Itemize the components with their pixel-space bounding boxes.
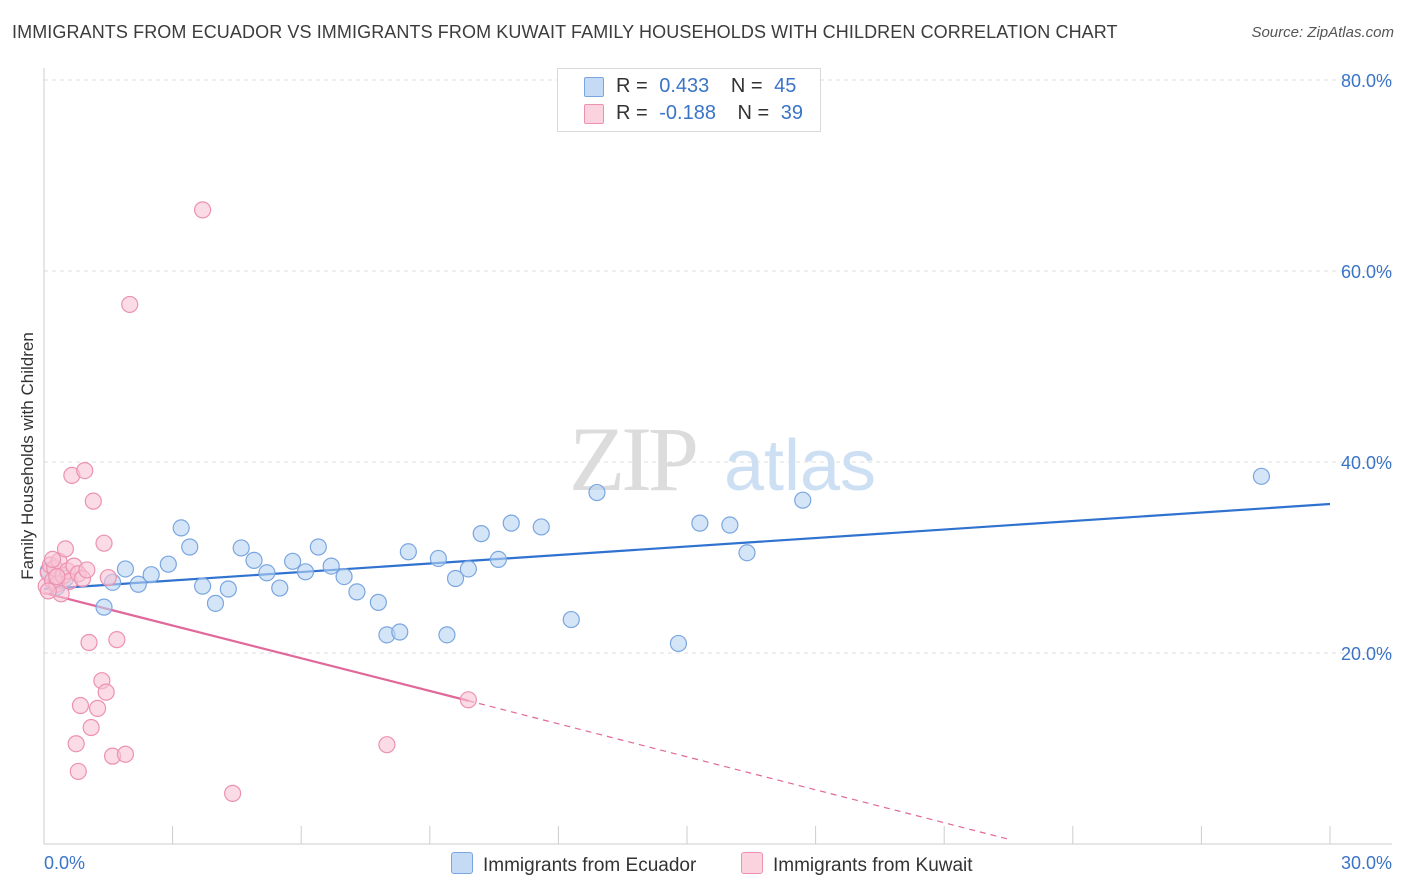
ecuador-point [129,575,147,593]
ecuador-point [721,516,739,534]
ecuador-point [562,610,580,629]
ecuador-point [391,623,409,641]
ecuador-point [181,538,199,556]
n-label: N = [730,75,763,97]
r-label: R = [616,75,648,97]
n-value-kuwait: 39 [780,102,804,124]
kuwait-point [108,631,126,649]
ecuador-point [459,560,477,578]
legend-item-kuwait[interactable]: Immigrants from Kuwait [741,852,973,877]
kuwait-point [56,540,75,558]
kuwait-trend-line [43,591,469,702]
legend-label-ecuador: Immigrants from Ecuador [483,855,697,876]
ecuador-point [95,598,113,616]
ecuador-point [438,626,456,644]
kuwait-point [95,534,113,552]
n-label: N = [737,102,770,124]
r-value-ecuador: 0.433 [659,75,710,97]
kuwait-point [378,736,396,754]
ecuador-point [472,525,490,543]
ecuador-point [258,564,276,582]
ecuador-point [194,577,212,595]
kuwait-point [76,461,94,480]
ecuador-point [245,551,263,569]
x-tick-label: 30.0% [1341,853,1392,873]
ecuador-point [335,567,353,586]
kuwait-point [88,699,107,717]
ecuador-point [271,579,289,597]
ecuador-point [446,569,465,588]
axes [43,68,1392,845]
kuwait-point [82,718,100,737]
chart-title: IMMIGRANTS FROM ECUADOR VS IMMIGRANTS FR… [12,22,1118,42]
kuwait-point [67,735,85,753]
ecuador-point [532,518,550,536]
legend-swatch-ecuador [451,852,473,874]
legend-swatch-kuwait [741,852,763,874]
kuwait-point [78,561,96,579]
tick-labels: 20.0% 40.0% 60.0% 80.0% 0.0% 30.0% [44,71,1392,873]
ecuador-point [284,552,302,570]
ecuador-point [794,491,812,509]
legend-item-ecuador[interactable]: Immigrants from Ecuador [451,852,696,877]
kuwait-point [48,567,66,586]
ecuador-point [691,514,709,532]
stats-box: R = 0.433 N = 45 R = -0.188 N = 39 [557,68,821,132]
trend-lines [43,502,1331,840]
ecuador-point [429,549,447,568]
ecuador-point [116,560,135,578]
ecuador-point [369,593,387,611]
ecuador-point [296,563,315,581]
kuwait-point [459,691,477,709]
y-tick-label: 20.0% [1341,644,1392,664]
source-label: Source: ZipAtlas.com [1251,24,1394,41]
kuwait-point [116,745,135,763]
kuwait-point [71,696,90,715]
y-tick-label: 80.0% [1341,71,1392,91]
kuwait-trend-extension [468,700,1009,840]
ecuador-point [309,538,327,556]
kuwait-point [97,683,115,701]
ecuador-point [669,634,688,653]
kuwait-point [80,633,98,652]
kuwait-point [99,568,117,587]
legend-label-kuwait: Immigrants from Kuwait [773,855,973,876]
ecuador-point [738,544,756,562]
data-points [37,201,1271,802]
ecuador-point [502,514,520,532]
x-tick-label: 0.0% [44,853,85,873]
ecuador-point [219,580,237,598]
ecuador-point [322,557,340,575]
ecuador-point [142,566,160,584]
kuwait-point [69,762,87,781]
kuwait-point [43,550,62,569]
kuwait-point [194,201,212,219]
ecuador-point [399,543,417,561]
watermark-zip: ZIP [569,408,696,510]
ecuador-point [206,594,225,612]
r-label: R = [616,102,648,124]
grid-lines [44,79,1392,654]
ecuador-point [348,583,366,601]
n-value-ecuador: 45 [774,75,797,97]
ecuador-point [489,550,507,569]
ecuador-trend-line [43,502,1331,591]
ecuador-point [588,483,606,502]
kuwait-point [224,784,242,802]
ecuador-point [232,539,250,557]
kuwait-point [39,582,57,600]
watermark: ZIP atlas [569,408,876,510]
kuwait-point [121,295,139,314]
y-tick-label: 60.0% [1341,262,1392,282]
y-axis-label: Family Households with Children [18,332,37,580]
ecuador-point [1252,467,1271,485]
y-tick-label: 40.0% [1341,453,1392,473]
kuwait-point [84,492,102,510]
stats-swatch-kuwait [584,104,604,124]
r-value-kuwait: -0.188 [659,102,716,124]
stats-swatch-ecuador [584,77,604,97]
ecuador-point [172,519,190,537]
ecuador-point [159,555,177,573]
